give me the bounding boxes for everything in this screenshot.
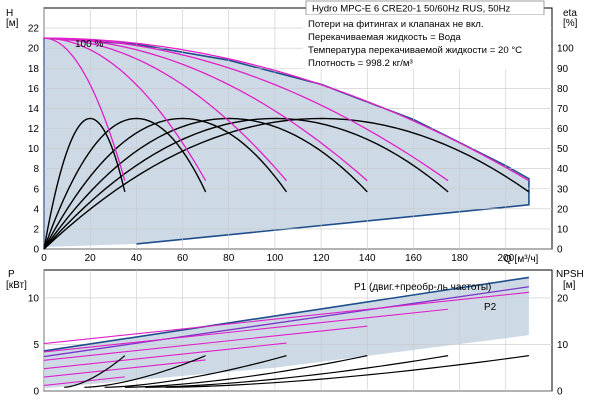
npsh-curve-6 [165,355,529,388]
upper-ticks: 0 20 40 60 80 100 120 140 160 180 2000246810121416… [28,24,574,264]
note-density: Плотность = 998.2 кг/м³ [308,58,413,69]
upper-curves [43,37,530,250]
x-tick-label: 200 [497,253,514,264]
y-right-tick-label: 100 [557,44,574,55]
speed-annotation: 100 % [75,39,103,50]
y-right-tick-label: 40 [557,164,569,175]
y-left-tick-label: 4 [33,204,39,215]
y-left-tick-label: 20 [28,44,40,55]
p1-curve [43,276,530,352]
y-right-unit-top: [%] [563,18,578,29]
y-left-tick-label: 12 [28,124,40,135]
head-curve-2-pumps [43,37,207,182]
y-left-tick-label: 0 [33,245,39,256]
y-left-tick-label: 2 [33,224,39,235]
npsh-curve-3 [104,355,287,388]
p-tick-label: 5 [33,340,39,351]
note-fittings: Потери на фитингах и клапанах не вкл. [308,19,484,30]
lower-ticks: 0 5 10 0 10 20 [28,293,569,397]
y-right-unit-bottom: [м] [563,280,576,291]
power-speed-line-1 [43,376,125,386]
y-right-tick-label: 20 [557,204,569,215]
note-fluid: Перекачиваемая жидкость = Вода [308,32,462,43]
y-right-label-bottom: NPSH [556,269,584,280]
y-left-label-bottom: P [8,269,15,280]
p-tick-label: 10 [28,293,40,304]
x-axis-label-top: Q [м³/ч] [504,254,539,265]
y-right-label-top: eta [563,8,577,19]
y-left-unit-bottom: [кВт] [6,280,27,291]
power-speed-line-5 [43,308,449,353]
power-speed-line-4 [43,325,368,361]
y-left-tick-label: 16 [28,84,40,95]
y-left-tick-label: 18 [28,64,40,75]
x-tick-label: 180 [451,253,468,264]
power-speed-line-2 [43,359,206,378]
npsh-curve-1 [64,355,126,388]
efficiency-curve-5 [43,117,449,250]
npsh-curve-4 [124,355,368,388]
y-left-tick-label: 8 [33,164,39,175]
power-speed-line-6 [43,291,529,345]
y-left-tick-label: 14 [28,104,40,115]
efficiency-curve-6 [43,117,530,250]
y-right-tick-label: 50 [557,144,569,155]
head-curve-6-pumps [43,37,530,182]
head-curve-4-pumps [43,37,368,182]
p-tick-label: 0 [33,387,39,398]
x-tick-label: 140 [359,253,376,264]
chart-title: Hydro MPC-E 6 CRE20-1 50/60Hz RUS, 50Hz [312,4,511,15]
x-tick-label: 120 [313,253,330,264]
head-curve-1-pumps [43,37,126,181]
y-right-tick-label: 90 [557,64,569,75]
y-right-tick-label: 80 [557,84,569,95]
efficiency-curve-1 [43,117,126,250]
npsh-curve-2 [84,355,206,388]
npsh-tick-label: 10 [557,340,569,351]
notes-box [303,15,551,69]
lower-curves [43,276,530,388]
y-right-tick-label: 10 [557,224,569,235]
y-left-tick-label: 22 [28,24,40,35]
p1-label: P1 (двиг.+преобр-ль частоты) [354,281,491,293]
efficiency-curve-2 [43,117,207,250]
x-tick-label: 0 [41,253,47,264]
x-tick-label: 160 [405,253,422,264]
y-right-tick-label: 30 [557,184,569,195]
y-left-tick-label: 6 [33,184,39,195]
npsh-tick-label: 20 [557,293,569,304]
npsh-curve-5 [145,355,449,388]
x-tick-label: 20 [85,253,97,264]
x-tick-label: 40 [131,253,143,264]
x-tick-label: 100 [267,253,284,264]
x-tick-label: 80 [223,253,235,264]
npsh-tick-label: 0 [557,387,563,398]
power-speed-line-3 [43,342,287,370]
p2-curve [43,286,530,358]
note-temperature: Температура перекачиваемой жидкости = 20… [308,45,522,56]
y-left-tick-label: 10 [28,144,40,155]
y-right-tick-label: 60 [557,124,569,135]
x-tick-label: 60 [177,253,189,264]
efficiency-curve-3 [43,117,288,250]
y-right-tick-label: 70 [557,104,569,115]
head-curve-3-pumps [43,37,287,182]
y-right-tick-label: 0 [557,245,563,256]
p2-label: P2 [484,302,497,313]
head-curve-5-pumps [43,37,449,182]
y-left-unit-top: [м] [6,18,19,29]
efficiency-curve-4 [43,117,368,250]
operating-area [44,38,529,247]
y-left-label-top: H [6,8,13,19]
